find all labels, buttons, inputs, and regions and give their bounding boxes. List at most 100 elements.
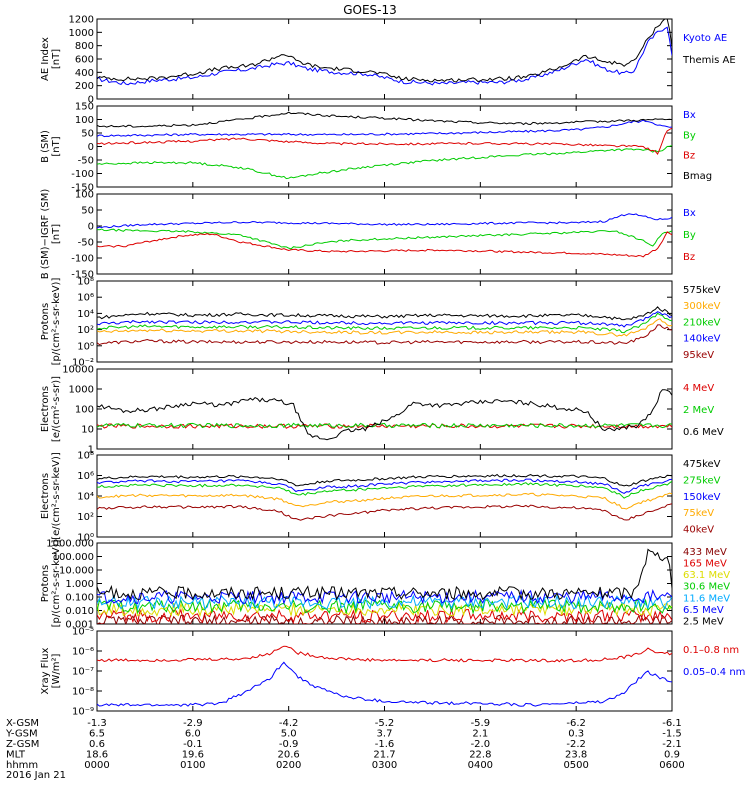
- y-axis-label: Protons: [40, 565, 51, 602]
- series-line: [97, 480, 672, 499]
- y-axis-label: [e/(cm²-s-sr-keV)]: [51, 452, 62, 540]
- series-line: [97, 311, 672, 328]
- y-tick-label: 10⁻⁵: [72, 627, 94, 638]
- footer-value: 18.6: [86, 750, 108, 761]
- series-line: [97, 473, 672, 487]
- series-line: [97, 503, 672, 521]
- legend-entry: 0.1–0.8 nm: [683, 645, 739, 656]
- y-tick-label: 10⁻⁷: [72, 667, 94, 678]
- legend-entry: 275keV: [683, 475, 721, 486]
- footer-value: -4.2: [279, 718, 299, 729]
- footer-value: 0100: [180, 760, 205, 771]
- legend-entry: 95keV: [683, 350, 714, 361]
- footer-row-label: hhmm: [6, 760, 38, 771]
- footer-value: 20.6: [278, 750, 300, 761]
- y-tick-label: -50: [78, 156, 94, 167]
- chart-title: GOES-13: [343, 3, 397, 17]
- legend-entry: 575keV: [683, 285, 721, 296]
- series-line: [97, 213, 672, 229]
- footer-value: 0000: [84, 760, 109, 771]
- footer-value: 6.0: [185, 729, 201, 740]
- footer-value: 23.8: [565, 750, 587, 761]
- footer-row-label: Y-GSM: [5, 729, 38, 740]
- series-line: [97, 231, 672, 258]
- y-tick-label: 1000: [69, 385, 94, 396]
- legend-entry: 140keV: [683, 334, 721, 345]
- series-line: [97, 548, 672, 601]
- y-tick-label: 600: [75, 55, 94, 66]
- y-axis-label: [e/(cm²-s-sr)]: [51, 376, 62, 442]
- y-axis-label: Electrons: [40, 473, 51, 519]
- y-axis-label: B (SM): [40, 130, 51, 163]
- y-tick-label: 10⁻⁶: [72, 647, 94, 658]
- panel-frame: [96, 105, 673, 188]
- y-tick-label: 1000.000: [46, 539, 94, 550]
- y-tick-label: -100: [71, 254, 94, 265]
- footer-ephemeris: X-GSM -1.3 -2.9 -4.2 -5.2 -5.9 -6.2 -6.1 Y-GSM 6.…: [5, 718, 685, 771]
- y-axis-label: Electrons: [40, 386, 51, 432]
- y-tick-label: 100.000: [53, 552, 94, 563]
- footer-value: -1.5: [662, 729, 682, 740]
- series-line: [97, 661, 672, 707]
- legend-entry: 40keV: [683, 525, 714, 536]
- series-line: [97, 127, 672, 156]
- y-tick-label: 10⁻⁸: [72, 687, 94, 698]
- y-tick-label: 10⁻⁹: [72, 707, 94, 718]
- legend-entry: 30.6 MeV: [683, 582, 730, 593]
- legend-entry: 75keV: [683, 508, 714, 519]
- y-axis-label: [nT]: [51, 224, 62, 244]
- series-line: [97, 492, 672, 510]
- series-line: [97, 119, 672, 138]
- y-tick-label: 10⁰: [77, 341, 94, 352]
- legend-entry: 150keV: [683, 492, 721, 503]
- series-line: [97, 111, 672, 128]
- legend-entry: Bz: [683, 151, 695, 162]
- y-axis-label: [p/(cm²-s-sr-keV)]: [51, 540, 62, 628]
- y-tick-label: 50: [81, 206, 94, 217]
- legend-entry: Bmag: [683, 171, 712, 182]
- panel-frame: [96, 18, 673, 100]
- panel-frame: [96, 454, 673, 538]
- y-tick-label: 0.100: [65, 593, 94, 604]
- y-tick-label: 150: [75, 102, 94, 113]
- y-tick-label: 1200: [69, 15, 94, 26]
- footer-value: -6.1: [662, 718, 682, 729]
- y-tick-label: 0: [88, 222, 94, 233]
- legend-entry: 0.6 MeV: [683, 427, 724, 438]
- footer-value: -2.1: [662, 739, 682, 750]
- footer-value: 6.5: [89, 729, 105, 740]
- footer-value: -5.9: [471, 718, 491, 729]
- y-tick-label: 10⁴: [77, 492, 94, 503]
- y-tick-label: 100: [75, 115, 94, 126]
- y-tick-label: -100: [71, 169, 94, 180]
- footer-value: 21.7: [373, 750, 395, 761]
- series-line: [97, 145, 672, 180]
- legend-entry: 11.6 MeV: [683, 593, 730, 604]
- footer-value: 0500: [563, 760, 588, 771]
- series-line: [97, 423, 672, 429]
- series-line: [97, 645, 672, 663]
- footer-value: 5.0: [281, 729, 297, 740]
- y-tick-label: 10⁸: [77, 277, 94, 288]
- y-tick-label: 10000: [62, 365, 94, 376]
- y-tick-label: 10⁸: [77, 451, 94, 462]
- legend-entry: 63.1 MeV: [683, 570, 730, 581]
- y-tick-label: 10²: [77, 325, 94, 336]
- y-axis-label: Protons: [40, 303, 51, 340]
- footer-value: 2.1: [472, 729, 488, 740]
- y-axis-label: [nT]: [51, 136, 62, 156]
- series-line: [97, 318, 672, 337]
- y-tick-label: 10.000: [59, 566, 94, 577]
- y-tick-label: 0: [88, 142, 94, 153]
- footer-row-label: X-GSM: [6, 718, 39, 729]
- panel-frame: [96, 193, 673, 275]
- legend-entry: Themis AE: [682, 55, 736, 66]
- y-tick-label: 10⁶: [77, 293, 94, 304]
- footer-value: -6.2: [566, 718, 586, 729]
- series-line: [97, 306, 672, 321]
- y-tick-label: 100: [75, 190, 94, 201]
- legend-entry: 6.5 MeV: [683, 605, 724, 616]
- footer-value: 3.7: [377, 729, 393, 740]
- y-tick-label: 0.010: [65, 606, 94, 617]
